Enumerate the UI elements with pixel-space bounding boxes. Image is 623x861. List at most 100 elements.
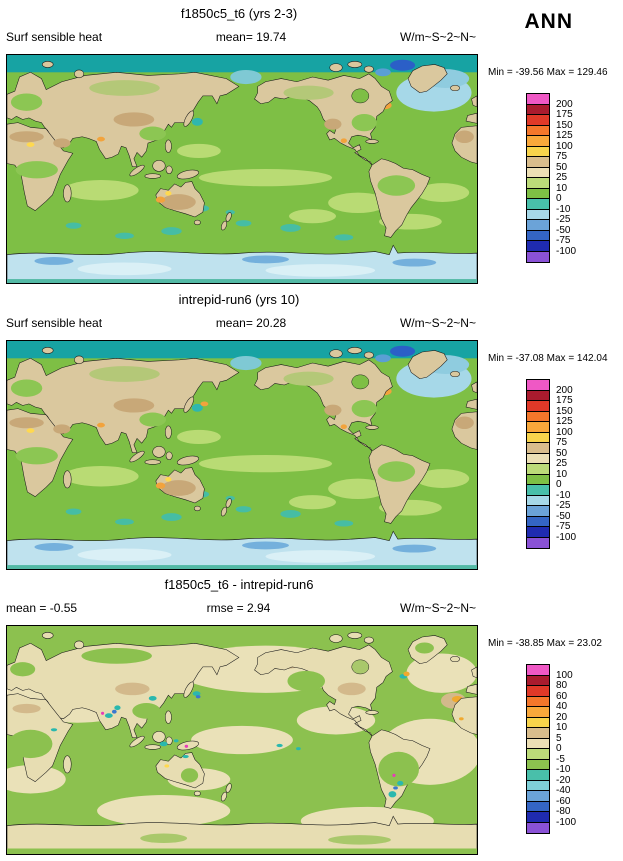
- season-label: ANN: [524, 10, 573, 33]
- colorbar-column: [526, 379, 550, 549]
- colorbar-tick-label: 10: [556, 722, 568, 733]
- colorbar-cell: [527, 146, 549, 157]
- colorbar-cell: [527, 728, 549, 739]
- colorbar-cell: [527, 791, 549, 802]
- panel3-body: Min = -38.85 Max = 23.02 100 80 60 40 20 10 5 0…: [6, 625, 623, 855]
- colorbar-cell: [527, 453, 549, 464]
- panel2-legend-area: Min = -37.08 Max = 142.04 200 175 150 125 10…: [478, 340, 623, 570]
- world-map-model1: [7, 55, 477, 283]
- colorbar-cell: [527, 220, 549, 231]
- panel3-stats-row: mean = -0.55 rmse = 2.94 W/m~S~2~N~: [6, 601, 476, 615]
- colorbar-column: [526, 93, 550, 263]
- colorbar-cell: [527, 707, 549, 718]
- colorbar-tick-label: 150: [556, 405, 573, 417]
- colorbar-tick-label: 100: [556, 140, 573, 152]
- colorbar-cell: [527, 178, 549, 189]
- colorbar-tick-label: -75: [556, 521, 571, 532]
- colorbar-cell: [527, 432, 549, 443]
- panel1-legend-area: Min = -39.56 Max = 129.46 200 175 150 125 10…: [478, 54, 623, 284]
- panel3-units-label: W/m~S~2~N~: [399, 601, 476, 615]
- panel1-map-frame: [6, 54, 478, 284]
- colorbar-cell: [527, 443, 549, 454]
- colorbar-column: [526, 664, 550, 834]
- panel-model2: intrepid-run6 (yrs 10) Surf sensible hea…: [0, 292, 623, 570]
- panel-difference: f1850c5_t6 - intrepid-run6 mean = -0.55 …: [0, 577, 623, 855]
- colorbar-cell: [527, 780, 549, 791]
- world-map-difference: [7, 626, 477, 854]
- colorbar-tick-label: -100: [556, 245, 577, 257]
- colorbar-tick-label: 175: [556, 395, 573, 406]
- colorbar-cell: [527, 390, 549, 401]
- colorbar-cell: [527, 209, 549, 220]
- colorbar-tick-label: -100: [556, 531, 577, 543]
- panel2-title: intrepid-run6 (yrs 10): [178, 292, 300, 307]
- colorbar-tick-label: 200: [556, 384, 573, 396]
- colorbar-tick-label: 50: [556, 447, 568, 459]
- colorbar-cell: [527, 495, 549, 506]
- colorbar-cell: [527, 822, 549, 833]
- colorbar-cell: [527, 516, 549, 527]
- colorbar-tick-label: -50: [556, 510, 571, 522]
- colorbar-tick-label: 125: [556, 416, 573, 427]
- colorbar-cell: [527, 241, 549, 252]
- panel1-minmax-label: Min = -39.56 Max = 129.46: [488, 67, 608, 78]
- panel1-mean-value: mean= 19.74: [215, 30, 287, 44]
- colorbar-tick-label: -10: [556, 203, 571, 215]
- colorbar-tick-label: 50: [556, 161, 568, 173]
- colorbar-cell: [527, 230, 549, 241]
- colorbar-cell: [527, 380, 549, 391]
- colorbar-tick-label: -75: [556, 235, 571, 246]
- panel2-colorbar: 200 175 150 125 100 75 50 25 10 0 -10 -25 -50 -75 -100: [526, 379, 616, 551]
- colorbar-tick-label: -40: [556, 785, 571, 796]
- panel3-legend-area: Min = -38.85 Max = 23.02 100 80 60 40 20 10 5 0…: [478, 625, 623, 855]
- colorbar-cell: [527, 738, 549, 749]
- colorbar-cell: [527, 94, 549, 105]
- panel2-map-frame: [6, 340, 478, 570]
- panel1-variable-label: Surf sensible heat: [6, 30, 103, 44]
- colorbar-tick-label: -25: [556, 214, 571, 225]
- colorbar-tick-label: 100: [556, 669, 573, 681]
- colorbar-cell: [527, 401, 549, 412]
- colorbar-tick-label: 100: [556, 426, 573, 438]
- colorbar-cell: [527, 411, 549, 422]
- colorbar-tick-label: 40: [556, 701, 568, 712]
- panel1-units-label: W/m~S~2~N~: [399, 30, 476, 44]
- panel3-rmse-value: rmse = 2.94: [206, 601, 271, 615]
- colorbar-tick-label: 75: [556, 151, 568, 162]
- panel3-map-frame: [6, 625, 478, 855]
- colorbar-cell: [527, 485, 549, 496]
- panel3-minmax-label: Min = -38.85 Max = 23.02: [488, 638, 602, 649]
- panel-model1: f1850c5_t6 (yrs 2-3) Surf sensible heat …: [0, 6, 623, 284]
- colorbar-tick-label: 80: [556, 680, 568, 691]
- colorbar-tick-label: -100: [556, 816, 577, 828]
- colorbar-cell: [527, 157, 549, 168]
- colorbar-tick-label: -50: [556, 224, 571, 236]
- colorbar-tick-label: -10: [556, 764, 571, 775]
- colorbar-cell: [527, 749, 549, 760]
- colorbar-cell: [527, 812, 549, 823]
- colorbar-cell: [527, 686, 549, 697]
- colorbar-cell: [527, 675, 549, 686]
- panel2-units-label: W/m~S~2~N~: [399, 316, 476, 330]
- panel2-stats-row: Surf sensible heat mean= 20.28 W/m~S~2~N…: [6, 316, 476, 330]
- colorbar-cell: [527, 422, 549, 433]
- colorbar-cell: [527, 506, 549, 517]
- panel2-variable-label: Surf sensible heat: [6, 316, 103, 330]
- colorbar-cell: [527, 717, 549, 728]
- colorbar-tick-label: 60: [556, 690, 568, 702]
- colorbar-tick-label: -25: [556, 500, 571, 511]
- colorbar-tick-label: 10: [556, 468, 568, 480]
- panel1-stats-row: Surf sensible heat mean= 19.74 W/m~S~2~N…: [6, 30, 476, 44]
- panel1-colorbar: 200 175 150 125 100 75 50 25 10 0 -10 -25 -50 -75 -100: [526, 93, 616, 265]
- colorbar-tick-label: 0: [556, 743, 562, 754]
- colorbar-cell: [527, 464, 549, 475]
- colorbar-cell: [527, 537, 549, 548]
- colorbar-tick-label: -20: [556, 774, 571, 786]
- colorbar-cell: [527, 696, 549, 707]
- panel1-body: Min = -39.56 Max = 129.46 200 175 150 125 10…: [6, 54, 623, 284]
- colorbar-tick-label: -10: [556, 489, 571, 501]
- colorbar-tick-label: -5: [556, 753, 565, 765]
- colorbar-tick-label: 200: [556, 98, 573, 110]
- panel3-title: f1850c5_t6 - intrepid-run6: [164, 577, 314, 592]
